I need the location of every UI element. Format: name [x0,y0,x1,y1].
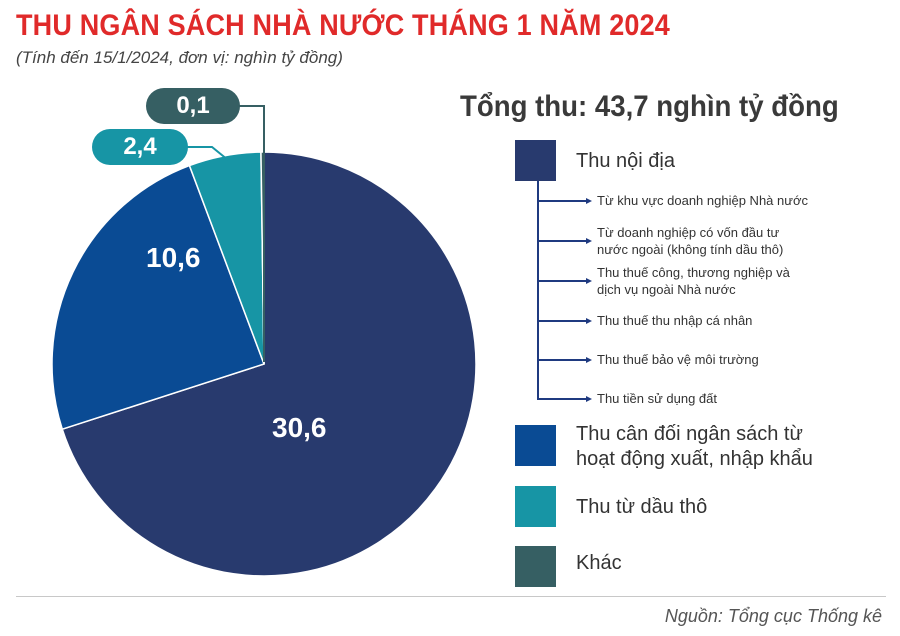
tree-branch [537,240,587,242]
tree-branch [537,280,587,282]
legend-label-dau-tho: Thu từ dầu thô [576,496,708,518]
callout-dau-tho: 2,4 [92,129,188,165]
tree-branch [537,320,587,322]
sub-item-cong-thuong-nghiep: Thu thuế công, thương nghiệp và dịch vụ … [597,265,790,297]
sub-item-dn-fdi: Từ doanh nghiệp có vốn đầu tư nước ngoài… [597,225,784,257]
callout-khac: 0,1 [146,88,240,124]
arrow-right-icon [586,198,592,204]
total-label: Tổng thu: 43,7 nghìn tỷ đồng [460,90,839,123]
chart-subtitle: (Tính đến 15/1/2024, đơn vị: nghìn tỷ đồ… [16,48,343,67]
legend-label-thu-noi-dia: Thu nội địa [576,150,675,172]
arrow-right-icon [586,238,592,244]
legend-tree-line [537,181,539,399]
tree-branch [537,359,587,361]
arrow-right-icon [586,318,592,324]
tree-branch [537,200,587,202]
legend-swatch-thu-noi-dia [515,140,556,181]
source-note: Nguồn: Tổng cục Thống kê [664,606,882,626]
footer-divider [16,596,886,597]
leader-line-dau-tho [186,146,229,161]
slice-label-thu-noi-dia: 30,6 [272,412,327,443]
sub-item-tien-su-dung-dat: Thu tiền sử dụng đất [597,391,718,406]
arrow-right-icon [586,357,592,363]
leader-line-khac [238,105,265,362]
slice-thu-noi-dia [61,151,477,577]
legend-swatch-dau-tho [515,486,556,527]
arrow-right-icon [586,278,592,284]
legend-swatch-khac [515,546,556,587]
sub-item-dn-nha-nuoc: Từ khu vực doanh nghiệp Nhà nước [597,193,808,208]
chart-title: THU NGÂN SÁCH NHÀ NƯỚC THÁNG 1 NĂM 2024 [16,9,671,42]
slice-label-xuat-nhap-khau: 10,6 [146,242,201,273]
arrow-right-icon [586,396,592,402]
sub-item-thu-nhap-ca-nhan: Thu thuế thu nhập cá nhân [597,313,753,328]
slice-xuat-nhap-khau [51,164,265,431]
legend-swatch-xuat-nhap-khau [515,425,556,466]
tree-branch [537,398,587,400]
sub-item-bao-ve-moi-truong: Thu thuế bảo vệ môi trường [597,352,759,367]
legend-label-khac: Khác [576,552,622,574]
legend-label-xuat-nhap-khau: Thu cân đối ngân sách từ hoạt động xuất,… [576,423,813,470]
